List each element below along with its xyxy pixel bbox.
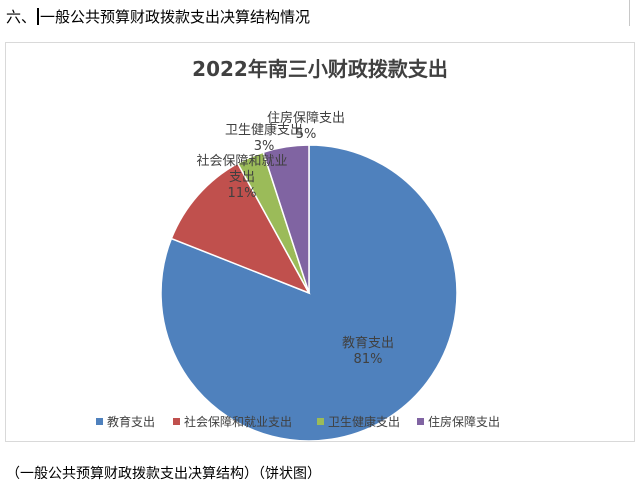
legend-swatch [417,418,424,425]
legend-swatch [317,418,324,425]
margin-rule [629,0,630,26]
legend-item-health[interactable]: 卫生健康支出 [317,414,400,429]
legend-item-education[interactable]: 教育支出 [96,414,155,429]
legend-item-housing[interactable]: 住房保障支出 [417,414,500,429]
legend-label: 卫生健康支出 [328,414,400,429]
legend-swatch [96,418,103,425]
data-label-housing: 住房保障支出 5% [267,110,345,142]
section-number: 六、 [6,8,37,26]
data-label-education: 教育支出 81% [342,335,394,367]
pie-slice-housing[interactable] [262,144,310,294]
legend-label: 住房保障支出 [428,414,500,429]
legend-label: 社会保障和就业支出 [184,414,292,429]
legend-swatch [173,418,180,425]
data-label-social-security: 社会保障和就业支出 11% [196,153,287,201]
legend-item-social-security[interactable]: 社会保障和就业支出 [173,414,292,429]
pie-slice-social-security[interactable] [170,162,311,295]
text-cursor [37,8,40,25]
data-label-health: 卫生健康支出 3% [225,122,303,154]
section-heading: 六、 一般公共预算财政拨款支出决算结构情况 [6,6,310,28]
chart-frame[interactable]: 2022年南三小财政拨款支出 教育支出 81% 社会保障和就业支出 11% 卫生健康支出… [5,42,635,442]
section-title: 一般公共预算财政拨款支出决算结构情况 [40,8,311,26]
legend-label: 教育支出 [107,414,155,429]
figure-caption: （一般公共预算财政拨款支出决算结构）（饼状图） [6,466,321,482]
pie-chart: 教育支出 81% 社会保障和就业支出 11%卫生健康支出 3%住房保障支出 5% 教育支出 社… [96,110,500,441]
chart-title: 2022年南三小财政拨款支出 [192,57,448,81]
